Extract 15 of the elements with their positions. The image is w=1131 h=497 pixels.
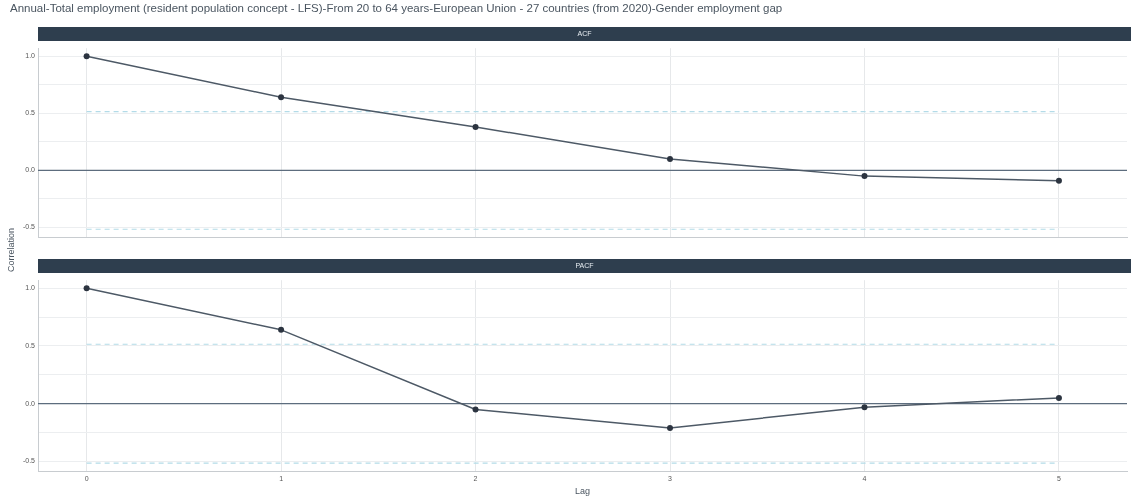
point [861,173,868,180]
point [472,406,479,413]
point [83,53,90,60]
point [1055,394,1062,401]
point [472,124,479,131]
point [278,94,285,101]
point [278,326,285,333]
x-axis-title: Lag [574,486,591,497]
chart-title: Annual-Total employment (resident population concept - LFS)-From 20 to 64 years-European Union - 27 countries (from 2020)-Gender employment gap [10,2,783,14]
y-axis-title: Correlation [6,227,16,273]
point [667,424,674,431]
point [83,285,90,292]
point [1055,177,1062,184]
point [667,155,674,162]
point [861,404,868,411]
